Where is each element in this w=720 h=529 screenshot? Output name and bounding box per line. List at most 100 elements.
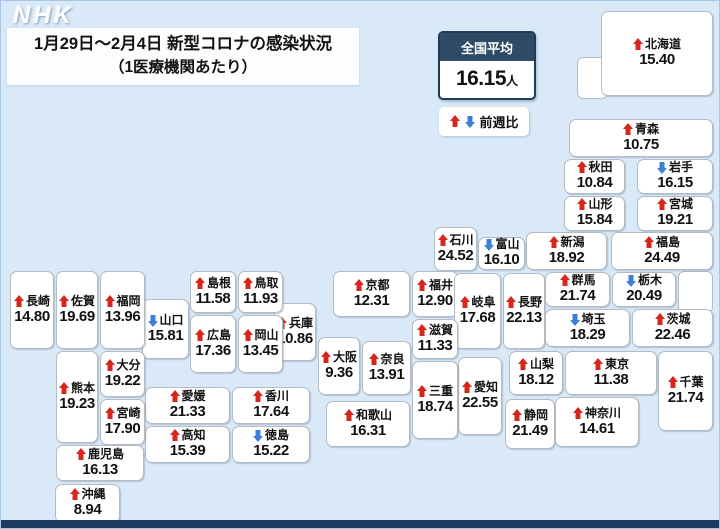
pref-name-row: 京都 <box>353 278 389 292</box>
pref-name: 福井 <box>428 277 453 292</box>
pref-box: 島根 11.58 <box>190 271 236 313</box>
national-average-label: 全国平均 <box>440 33 534 61</box>
pref-value: 18.92 <box>548 248 585 266</box>
pref-name-row: 三重 <box>417 384 453 398</box>
pref-name-row: 岡山 <box>242 327 279 342</box>
up-arrow-icon <box>353 279 364 292</box>
up-arrow-icon <box>593 358 604 371</box>
pref-value: 16.31 <box>350 421 386 439</box>
up-arrow-icon <box>59 295 70 308</box>
up-arrow-icon <box>104 295 115 308</box>
pref-name-row: 長崎 <box>14 294 50 308</box>
pref-value: 8.94 <box>73 501 102 519</box>
pref-name: 富山 <box>495 237 520 252</box>
pref-name: 宮崎 <box>116 405 141 420</box>
pref-name-row: 鳥取 <box>242 276 278 290</box>
up-arrow-icon <box>512 409 523 422</box>
up-arrow-icon <box>104 407 115 420</box>
up-arrow-icon <box>417 324 428 337</box>
title-line1: 1月29日～2月4日 新型コロナの感染状況 <box>34 35 332 53</box>
up-arrow-icon <box>195 329 206 342</box>
pref-name: 埼玉 <box>581 311 606 326</box>
pref-name-row: 静岡 <box>512 407 548 422</box>
pref-name-row: 新潟 <box>548 235 584 249</box>
up-arrow-icon <box>559 274 570 287</box>
up-arrow-icon <box>242 277 253 290</box>
pref-value: 15.84 <box>576 211 613 229</box>
pref-name-row: 埼玉 <box>569 311 606 326</box>
pref-name: 滋賀 <box>428 322 453 337</box>
up-arrow-icon <box>253 390 264 403</box>
pref-box: 熊本 19.23 <box>56 351 98 443</box>
pref-name-row: 宮崎 <box>104 405 141 420</box>
nhk-logo: NHK <box>13 2 74 29</box>
pref-box: 山梨 18.12 <box>509 351 563 395</box>
pref-value: 19.22 <box>104 371 141 389</box>
pref-name-row: 秋田 <box>576 160 612 174</box>
pref-name-row: 富山 <box>483 237 520 252</box>
pref-name: 沖縄 <box>81 487 106 502</box>
pref-box: 茨城 22.46 <box>632 309 713 347</box>
pref-box: 香川 17.64 <box>232 387 310 424</box>
pref-value: 16.15 <box>657 174 693 192</box>
pref-box: 新潟 18.92 <box>526 232 607 270</box>
up-arrow-icon <box>417 385 428 398</box>
pref-name: 徳島 <box>264 428 289 443</box>
pref-name: 兵庫 <box>288 315 313 330</box>
pref-value: 15.22 <box>253 442 289 460</box>
up-arrow-icon <box>59 382 70 395</box>
pref-name-row: 大阪 <box>321 350 357 364</box>
pref-box: 奈良 13.91 <box>362 341 411 395</box>
up-arrow-icon <box>576 161 587 174</box>
down-arrow-icon <box>626 274 637 287</box>
pref-name: 岐阜 <box>471 294 496 309</box>
national-average-value: 16.15人 <box>440 61 534 98</box>
pref-box: 青森 10.75 <box>569 119 713 157</box>
down-arrow-icon <box>657 161 668 174</box>
pref-name: 広島 <box>206 327 231 342</box>
pref-name: 島根 <box>206 275 231 290</box>
pref-box: 岩手 16.15 <box>637 159 713 194</box>
pref-value: 10.84 <box>576 174 613 192</box>
pref-name-row: 島根 <box>195 275 231 290</box>
up-arrow-icon <box>344 409 355 422</box>
pref-name-row: 長野 <box>506 295 542 309</box>
pref-name-row: 福井 <box>417 277 453 292</box>
pref-value: 13.96 <box>104 307 141 325</box>
pref-box: 沖縄 8.94 <box>55 484 120 523</box>
pref-box: 山口 15.81 <box>142 299 189 359</box>
pref-box: 宮崎 17.90 <box>100 399 145 445</box>
pref-value: 18.29 <box>569 325 606 343</box>
pref-box: 長野 22.13 <box>503 273 545 349</box>
pref-value: 13.45 <box>242 341 279 359</box>
up-arrow-icon <box>518 358 529 371</box>
pref-name-row: 福島 <box>644 235 680 249</box>
pref-name-row: 佐賀 <box>59 294 95 308</box>
pref-name-row: 奈良 <box>368 351 405 366</box>
pref-name: 和歌山 <box>355 407 392 422</box>
pref-value: 19.21 <box>657 211 693 229</box>
pref-box: 宮城 19.21 <box>637 196 713 231</box>
pref-name: 茨城 <box>666 311 691 326</box>
pref-name: 静岡 <box>523 407 548 422</box>
up-arrow-icon <box>104 359 115 372</box>
pref-name-row: 群馬 <box>559 273 595 287</box>
pref-name-row: 栃木 <box>626 273 662 287</box>
up-arrow-icon <box>76 448 87 461</box>
pref-name-row: 広島 <box>195 327 231 342</box>
pref-box: 滋賀 11.33 <box>412 319 458 359</box>
up-arrow-icon <box>633 38 644 51</box>
pref-value: 17.64 <box>253 403 289 421</box>
pref-name: 宮城 <box>668 197 693 212</box>
down-arrow-icon <box>253 429 264 442</box>
pref-value: 15.39 <box>169 442 206 460</box>
pref-name: 石川 <box>449 232 474 247</box>
pref-name: 岡山 <box>254 327 279 342</box>
pref-name: 奈良 <box>380 351 405 366</box>
pref-value: 12.31 <box>353 291 390 309</box>
pref-name-row: 茨城 <box>654 311 691 326</box>
pref-name-row: 沖縄 <box>69 487 106 502</box>
pref-name: 山口 <box>159 312 184 327</box>
pref-name: 山梨 <box>529 356 554 371</box>
